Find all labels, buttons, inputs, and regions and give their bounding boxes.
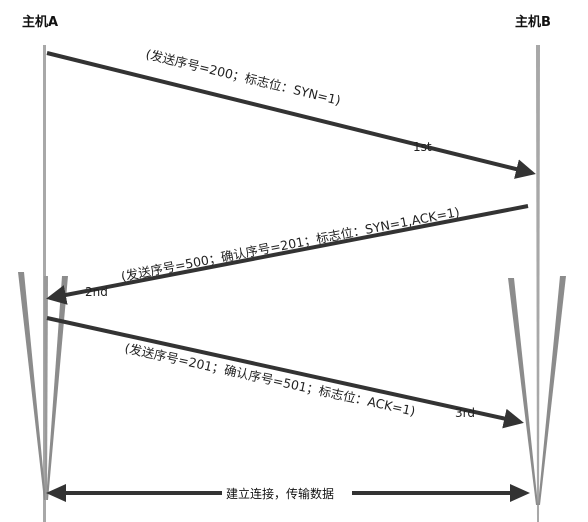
host-a-funnel-center [44, 276, 48, 500]
connection-label: 建立连接，传输数据 [226, 486, 334, 501]
host-b-funnel-left [508, 278, 538, 505]
step-label-2: 2nd [85, 285, 108, 299]
connection-arrow-right-head [510, 484, 530, 502]
connection-arrow-left-head [46, 484, 66, 502]
host-b-funnel-right [538, 276, 566, 505]
message-arrow-2 [46, 204, 529, 305]
connection-label-background [222, 485, 352, 501]
host-b-label: 主机B [515, 14, 551, 30]
message-arrow-1 [46, 51, 536, 179]
host-a-funnel-left [18, 272, 46, 500]
message-label-1: (发送序号=200；标志位：SYN=1) [144, 46, 342, 108]
host-a-funnel-right [46, 276, 68, 500]
message-label-3: (发送序号=201；确认序号=501；标志位：ACK=1) [123, 340, 416, 418]
step-label-1: 1st [413, 140, 432, 154]
message-arrow-3 [46, 316, 524, 429]
message-label-2: (发送序号=500；确认序号=201；标志位：SYN=1,ACK=1) [120, 204, 461, 284]
host-b-timeline [536, 45, 540, 522]
step-label-3: 3rd [455, 406, 475, 420]
host-a-label: 主机A [22, 14, 58, 30]
